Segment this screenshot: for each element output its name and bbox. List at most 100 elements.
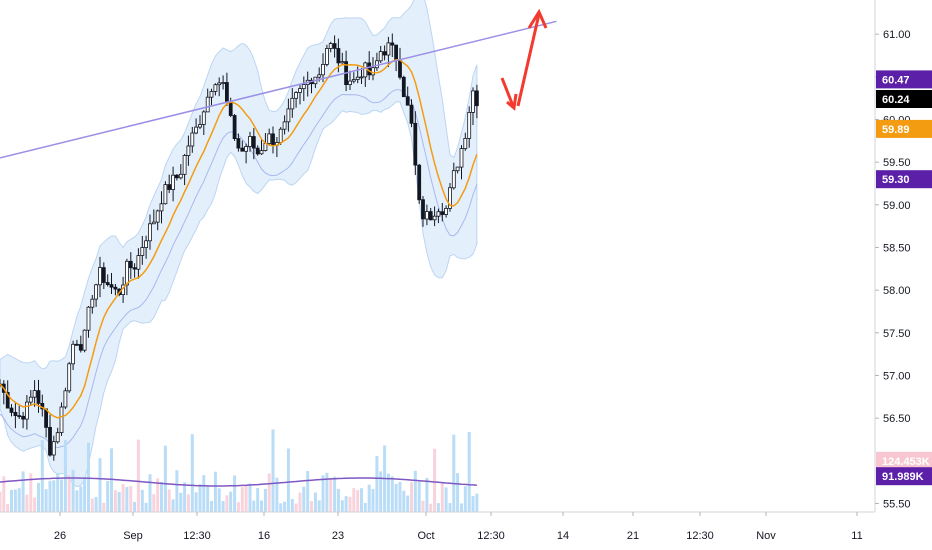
price-tag-box [876,90,932,108]
candle-body [463,137,468,149]
x-tick-label: 23 [332,530,344,542]
candle-body [282,121,287,130]
candle-body [213,84,218,92]
price-tag-label: 60.24 [882,94,910,106]
trendline[interactable] [0,20,557,159]
y-tick-label: 59.50 [883,157,911,169]
candle-body [248,136,252,147]
price-tag: 60.24 [876,90,932,108]
y-tick-label: 61.00 [883,29,911,41]
candle-body [371,67,375,76]
price-tag: 124.453K [876,451,932,470]
candle-body [217,82,222,86]
volume-bar [71,470,75,512]
candle-body [171,174,176,190]
volume-bar [248,483,252,512]
candle-body [228,101,233,116]
candle-body [178,173,183,179]
candle-body [13,411,18,416]
candle-body [251,136,256,149]
candle-body [232,115,237,140]
y-tick-label: 58.50 [883,243,911,255]
volume-bar [87,442,90,512]
volume-bar [360,488,363,512]
volume-bar [160,482,163,512]
volume-bar [113,490,117,512]
x-tick-label: 16 [258,530,270,542]
volume-moving-average [0,477,477,487]
candle-body [367,62,372,76]
volume-bar [398,481,402,512]
candle-body [471,90,475,113]
volume-bar [436,503,440,512]
volume-bar [402,490,406,512]
volume-bar [260,500,263,512]
candle-body [398,60,402,78]
volume-bar [348,496,352,512]
candle-body [132,267,137,270]
candle-body [75,343,79,346]
candle-body [444,207,449,215]
volume-bar [217,488,221,512]
candle-body [278,128,283,143]
candle-body [113,286,118,290]
volume-bar [179,492,183,512]
candle-body [340,61,345,64]
volume-bar [102,502,106,512]
volume-bar [233,475,237,512]
candle-body [201,111,206,125]
volume-bar [13,489,17,512]
candle-body [71,343,75,365]
volume-bar [467,432,471,512]
candle-body [336,48,341,64]
volume-bar [279,503,283,512]
volume-bar [90,498,94,512]
volume-bar [356,490,360,512]
volume-bar [194,492,198,512]
candle-body [332,43,337,49]
volume-bar [37,483,40,512]
x-tick-label: 12:30 [686,530,714,542]
candle-body [221,82,226,84]
volume-bar [175,470,179,512]
volume-bar [17,488,21,512]
candle-body [48,426,52,456]
candle-body [359,76,364,79]
price-tag-label: 59.30 [882,174,910,186]
volume-bar [363,503,367,512]
volume-bar [336,488,340,512]
volume-bar [325,472,329,512]
volume-bar [210,501,213,512]
candle-body [194,126,199,134]
volume-bar [44,489,48,512]
volume-bar [52,480,56,512]
volume-bar [410,482,413,512]
candle-body [5,391,10,409]
volume-bar [98,458,102,512]
candle-body [451,170,456,189]
volume-bar [421,500,425,512]
price-tag-box [876,467,932,486]
candle-body [24,401,29,420]
price-tag-label: 91.989K [882,471,924,483]
x-tick-label: Oct [417,530,434,542]
volume-bar [344,496,348,512]
candle-body [198,124,202,128]
bollinger-band-area [0,0,478,488]
y-tick-label: 57.00 [883,371,911,383]
volume-bar [163,445,167,512]
volume-bar [0,491,2,512]
volume-bars [0,429,479,512]
volume-bar [433,448,437,512]
volume-bar [417,481,421,512]
candle-body [294,92,299,99]
volume-bar [56,473,60,512]
volume-bar [290,499,294,512]
volume-bar [229,491,233,512]
candle-body [436,211,441,217]
candle-body [190,132,195,147]
candle-body [17,415,22,418]
volume-bar [394,483,398,512]
x-tick-label: 14 [557,530,569,542]
